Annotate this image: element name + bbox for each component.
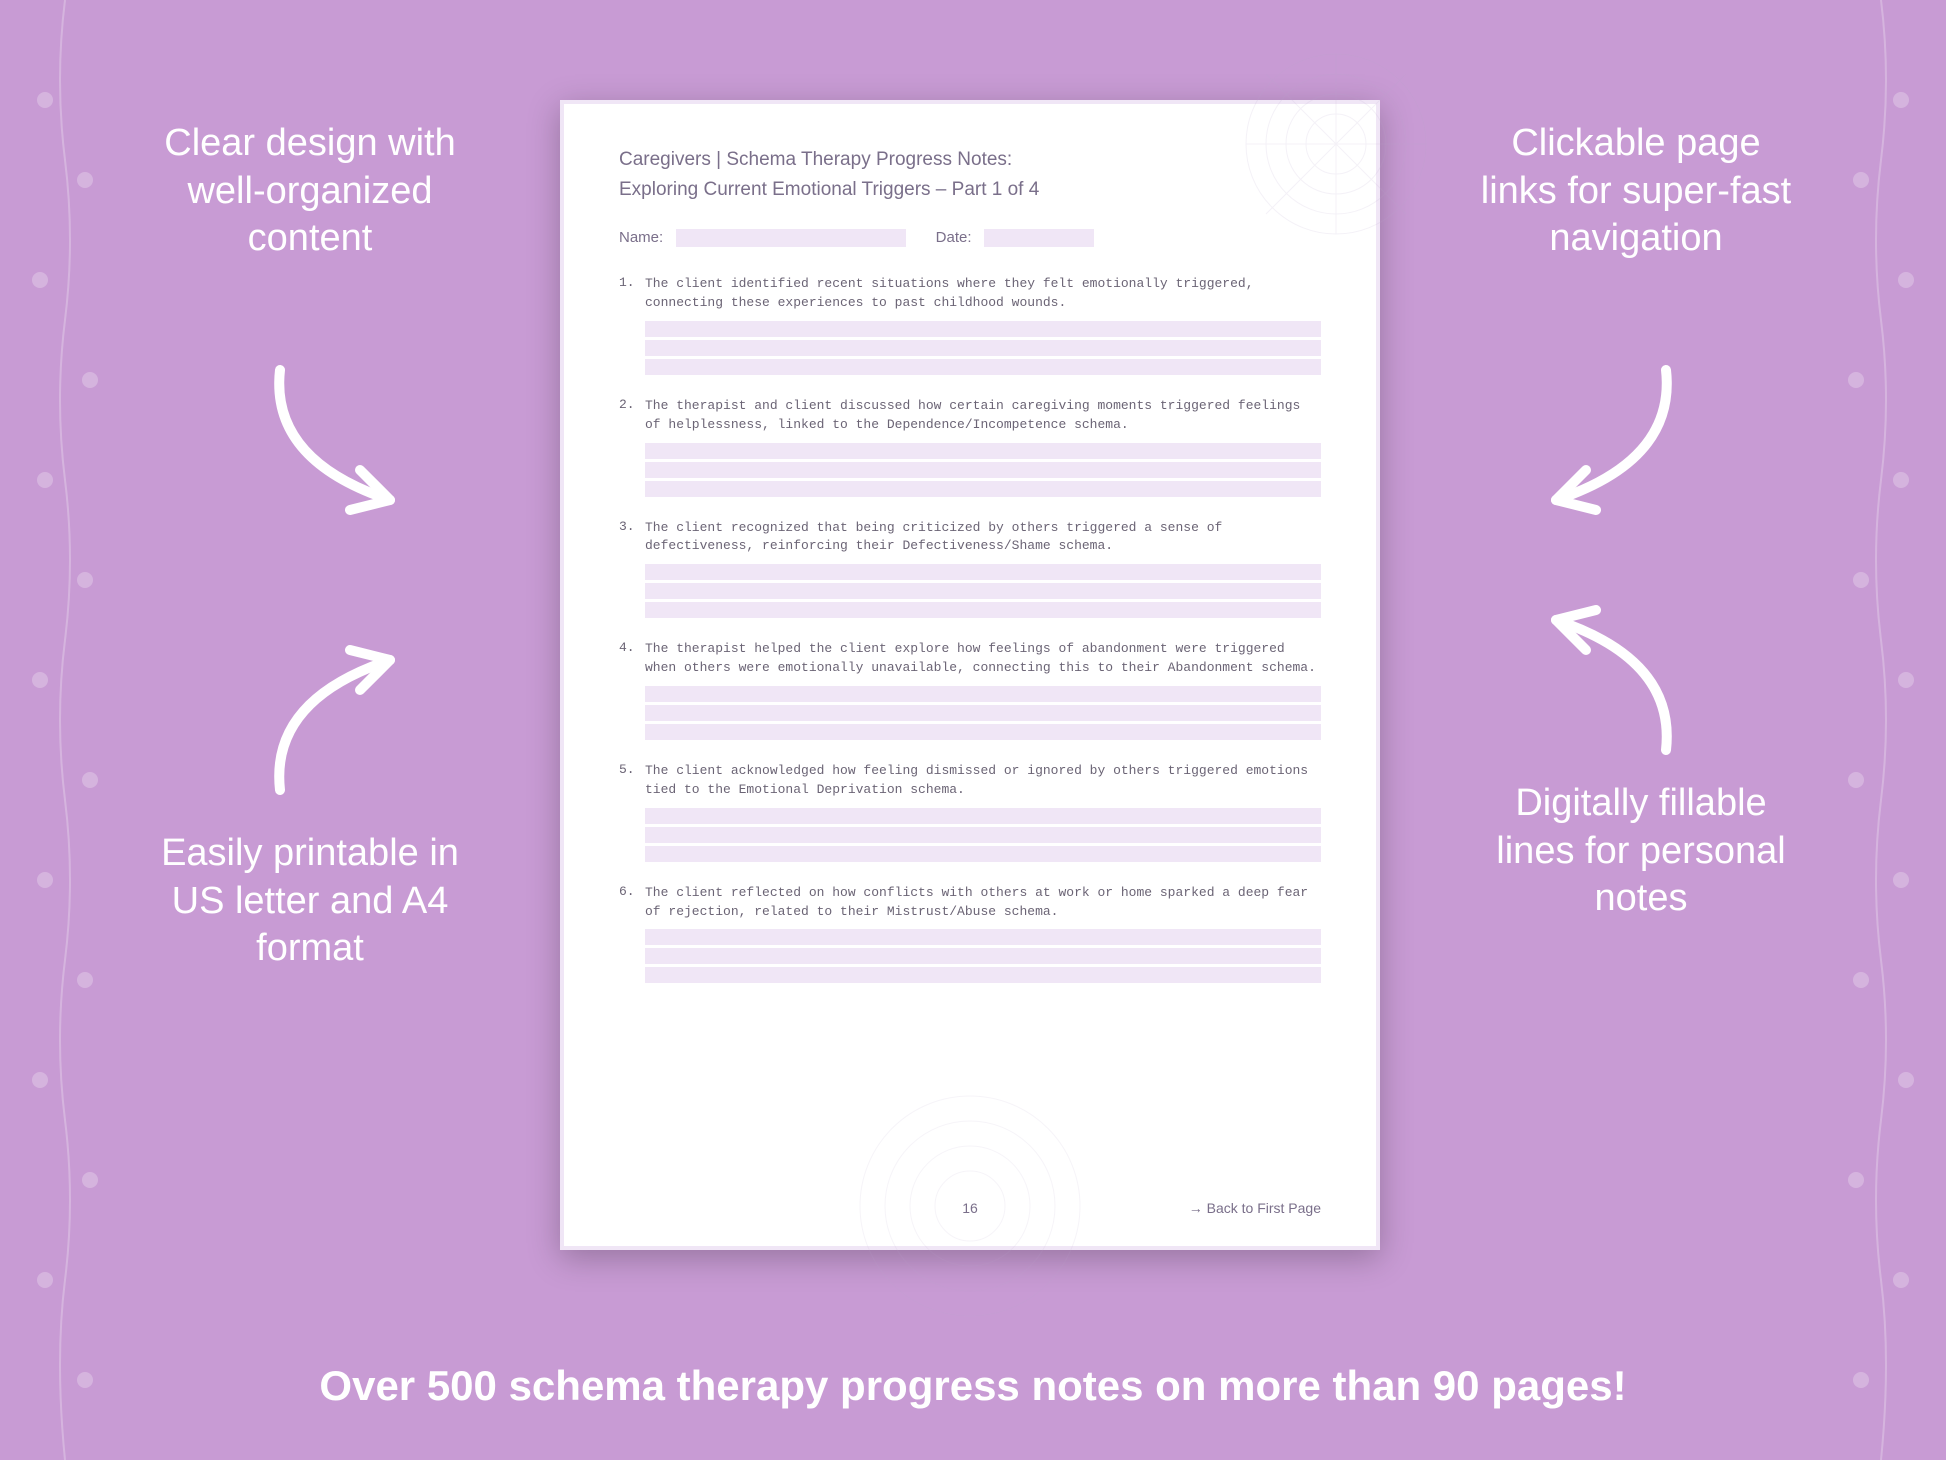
item-number: 4. [619, 640, 637, 740]
item-text: The therapist helped the client explore … [645, 640, 1321, 678]
floral-border-right [1816, 0, 1946, 1460]
item-text: The client recognized that being critici… [645, 519, 1321, 557]
fillable-line[interactable] [645, 948, 1321, 964]
mandala-decoration-top [1236, 44, 1436, 244]
callout-bottom-right: Digitally fillable lines for personal no… [1476, 780, 1806, 923]
item-text: The therapist and client discussed how c… [645, 397, 1321, 435]
floral-border-left [0, 0, 130, 1460]
callout-top-left: Clear design with well-organized content [150, 120, 470, 263]
document-page: Caregivers | Schema Therapy Progress Not… [560, 100, 1380, 1250]
note-item: 4.The therapist helped the client explor… [619, 640, 1321, 740]
note-item: 3.The client recognized that being criti… [619, 519, 1321, 619]
item-number: 2. [619, 397, 637, 497]
fillable-line[interactable] [645, 686, 1321, 702]
fillable-line[interactable] [645, 564, 1321, 580]
fillable-line[interactable] [645, 705, 1321, 721]
item-number: 1. [619, 275, 637, 375]
page-title-line2: Exploring Current Emotional Triggers – P… [619, 179, 1321, 201]
bottom-banner: Over 500 schema therapy progress notes o… [0, 1362, 1946, 1410]
fillable-line[interactable] [645, 462, 1321, 478]
fillable-line[interactable] [645, 340, 1321, 356]
note-item: 5.The client acknowledged how feeling di… [619, 762, 1321, 862]
fillable-line[interactable] [645, 827, 1321, 843]
fillable-line[interactable] [645, 724, 1321, 740]
name-date-row: Name: Date: [619, 229, 1321, 247]
fillable-line[interactable] [645, 359, 1321, 375]
note-item: 6.The client reflected on how conflicts … [619, 884, 1321, 984]
note-item: 2.The therapist and client discussed how… [619, 397, 1321, 497]
item-number: 5. [619, 762, 637, 862]
item-number: 3. [619, 519, 637, 619]
fillable-line[interactable] [645, 443, 1321, 459]
fillable-line[interactable] [645, 846, 1321, 862]
item-text: The client identified recent situations … [645, 275, 1321, 313]
fillable-line[interactable] [645, 481, 1321, 497]
callout-bottom-left: Easily printable in US letter and A4 for… [140, 830, 480, 973]
date-field[interactable] [984, 229, 1094, 247]
back-to-first-link[interactable]: → Back to First Page [1189, 1200, 1321, 1216]
name-label: Name: [619, 229, 663, 246]
fillable-line[interactable] [645, 929, 1321, 945]
item-number: 6. [619, 884, 637, 984]
note-item: 1.The client identified recent situation… [619, 275, 1321, 375]
arrow-bottom-right [1476, 580, 1696, 760]
date-label: Date: [936, 229, 972, 246]
fillable-line[interactable] [645, 583, 1321, 599]
callout-top-right: Clickable page links for super-fast navi… [1476, 120, 1796, 263]
fillable-line[interactable] [645, 808, 1321, 824]
fillable-line[interactable] [645, 321, 1321, 337]
name-field[interactable] [676, 229, 906, 247]
fillable-line[interactable] [645, 602, 1321, 618]
item-text: The client reflected on how conflicts wi… [645, 884, 1321, 922]
arrow-bottom-left [250, 620, 470, 800]
page-number: 16 [962, 1200, 978, 1216]
arrow-top-left [250, 360, 470, 540]
page-title-line1: Caregivers | Schema Therapy Progress Not… [619, 149, 1321, 171]
arrow-top-right [1476, 360, 1696, 540]
fillable-line[interactable] [645, 967, 1321, 983]
item-text: The client acknowledged how feeling dism… [645, 762, 1321, 800]
